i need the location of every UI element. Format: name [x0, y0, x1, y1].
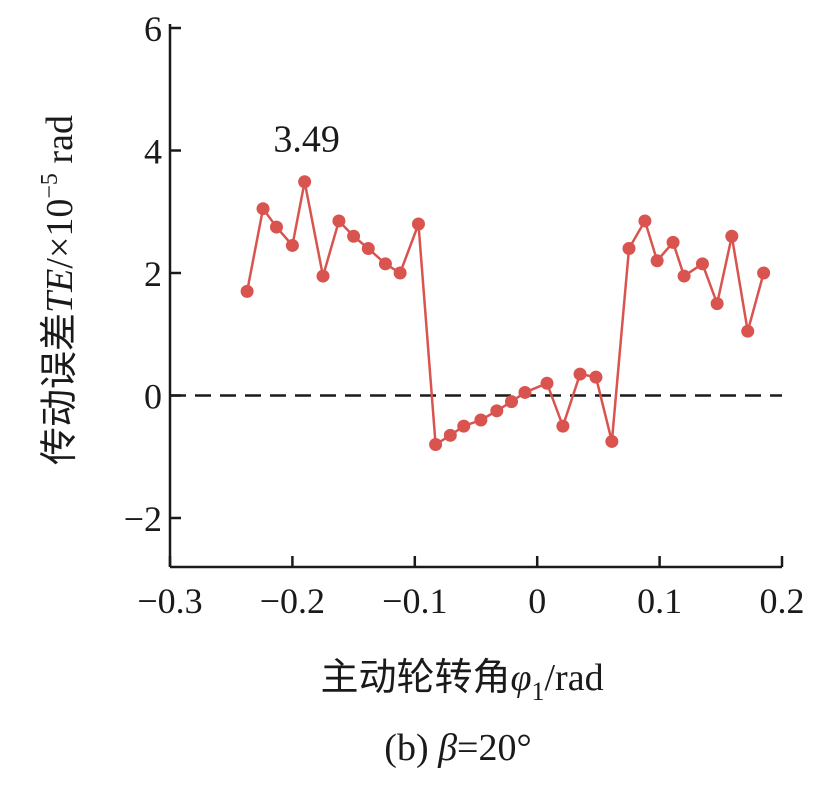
data-point [393, 266, 407, 280]
x-tick-label: −0.2 [260, 581, 325, 621]
data-point [256, 202, 270, 216]
y-axis-title: 传动误差TE/×10−5 rad [37, 115, 81, 465]
data-point [518, 385, 532, 399]
data-point [429, 438, 443, 451]
data-point [443, 428, 457, 442]
data-point [725, 229, 739, 243]
y-axis-title-symbol: TE [39, 269, 81, 313]
data-point [474, 413, 488, 427]
x-tick-label: 0 [528, 581, 546, 621]
y-tick-label: 4 [144, 132, 162, 172]
data-point [298, 175, 312, 189]
data-point [605, 434, 619, 448]
data-point [332, 214, 346, 228]
data-point [556, 419, 570, 433]
data-point [504, 395, 518, 409]
x-axis-title-symbol: φ [510, 657, 531, 699]
caption-prefix: (b) [384, 727, 438, 769]
data-point [695, 257, 709, 271]
caption-symbol: β [437, 727, 457, 769]
data-point [316, 269, 330, 283]
data-point [638, 214, 652, 228]
data-point [757, 266, 771, 280]
y-axis-title-exponent: −5 [37, 173, 63, 199]
data-point [666, 235, 680, 249]
data-point [490, 404, 504, 418]
x-axis-title-unit: /rad [544, 657, 603, 699]
x-tick-label: −0.3 [137, 581, 202, 621]
data-point [622, 242, 636, 255]
y-axis-title-unit: rad [39, 115, 81, 173]
peak-annotation: 3.49 [273, 119, 340, 161]
data-point [285, 238, 299, 252]
data-point [411, 217, 425, 231]
x-axis-title-subscript: 1 [531, 677, 544, 706]
data-point [540, 376, 554, 390]
x-tick-label: 0.2 [760, 581, 805, 621]
data-point [269, 220, 283, 234]
chart-caption: (b) β=20° [384, 727, 531, 769]
series-line [245, 180, 765, 446]
x-axis-title-main: 主动轮转角 [320, 655, 510, 699]
data-point [573, 367, 587, 381]
x-tick-label: 0.1 [637, 581, 682, 621]
annotation-group: 3.49 [273, 119, 340, 161]
y-axis-title-unit-prefix: /×10 [39, 199, 81, 269]
data-point [240, 284, 254, 298]
x-tick-label: −0.1 [382, 581, 447, 621]
x-axis-title: 主动轮转角φ1/rad [320, 655, 603, 706]
data-point [741, 324, 755, 338]
data-point [589, 370, 603, 384]
data-point [347, 229, 361, 243]
y-tick-label: 0 [144, 377, 162, 417]
y-tick-label: −2 [124, 499, 162, 539]
data-point [650, 254, 664, 268]
series-group [240, 175, 771, 451]
data-point [710, 297, 724, 311]
y-tick-label: 2 [144, 254, 162, 294]
data-point [677, 269, 691, 283]
data-point [378, 257, 392, 271]
y-axis-title-main: 传动误差 [37, 313, 81, 465]
y-tick-label: 6 [144, 9, 162, 49]
axes: −2 0 2 4 6 −0.3 −0.2 −0.1 0 0.1 0.2 [124, 9, 805, 621]
data-point [457, 419, 471, 433]
data-point [361, 242, 375, 255]
caption-value: =20° [457, 727, 532, 769]
